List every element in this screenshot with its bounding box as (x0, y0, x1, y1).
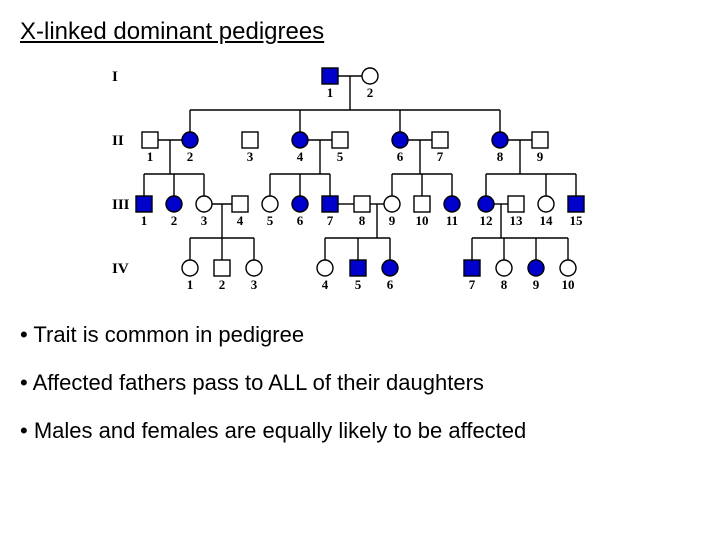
svg-text:9: 9 (533, 277, 540, 292)
svg-text:5: 5 (267, 213, 274, 228)
svg-text:4: 4 (322, 277, 329, 292)
bullet-item: Trait is common in pedigree (20, 322, 700, 348)
bullet-item: Affected fathers pass to ALL of their da… (20, 370, 700, 396)
svg-text:8: 8 (501, 277, 508, 292)
svg-text:1: 1 (327, 85, 334, 100)
bullet-item: Males and females are equally likely to … (20, 418, 700, 444)
svg-text:3: 3 (247, 149, 254, 164)
svg-text:2: 2 (187, 149, 194, 164)
svg-text:IV: IV (112, 261, 129, 277)
svg-text:4: 4 (237, 213, 244, 228)
svg-text:7: 7 (469, 277, 476, 292)
svg-text:2: 2 (367, 85, 374, 100)
svg-text:II: II (112, 133, 124, 149)
svg-text:9: 9 (537, 149, 544, 164)
svg-text:8: 8 (497, 149, 504, 164)
svg-text:12: 12 (480, 213, 493, 228)
svg-text:2: 2 (219, 277, 226, 292)
svg-text:III: III (112, 197, 130, 213)
svg-text:6: 6 (297, 213, 304, 228)
page-title: X-linked dominant pedigrees (20, 18, 700, 46)
svg-text:8: 8 (359, 213, 366, 228)
svg-text:4: 4 (297, 149, 304, 164)
svg-text:1: 1 (141, 213, 148, 228)
svg-text:9: 9 (389, 213, 396, 228)
svg-text:2: 2 (171, 213, 178, 228)
svg-text:7: 7 (327, 213, 334, 228)
pedigree-diagram: I12II123456789III123456789101112131415IV… (20, 54, 700, 304)
svg-text:6: 6 (397, 149, 404, 164)
svg-text:13: 13 (510, 213, 524, 228)
svg-text:11: 11 (446, 213, 458, 228)
svg-text:6: 6 (387, 277, 394, 292)
svg-text:10: 10 (562, 277, 575, 292)
svg-text:5: 5 (355, 277, 362, 292)
svg-text:15: 15 (570, 213, 584, 228)
svg-text:1: 1 (187, 277, 194, 292)
svg-text:5: 5 (337, 149, 344, 164)
svg-text:3: 3 (251, 277, 258, 292)
svg-text:7: 7 (437, 149, 444, 164)
bullet-list: Trait is common in pedigree Affected fat… (20, 322, 700, 444)
svg-text:I: I (112, 69, 118, 85)
svg-text:1: 1 (147, 149, 154, 164)
svg-text:10: 10 (416, 213, 429, 228)
svg-text:3: 3 (201, 213, 208, 228)
svg-text:14: 14 (540, 213, 554, 228)
